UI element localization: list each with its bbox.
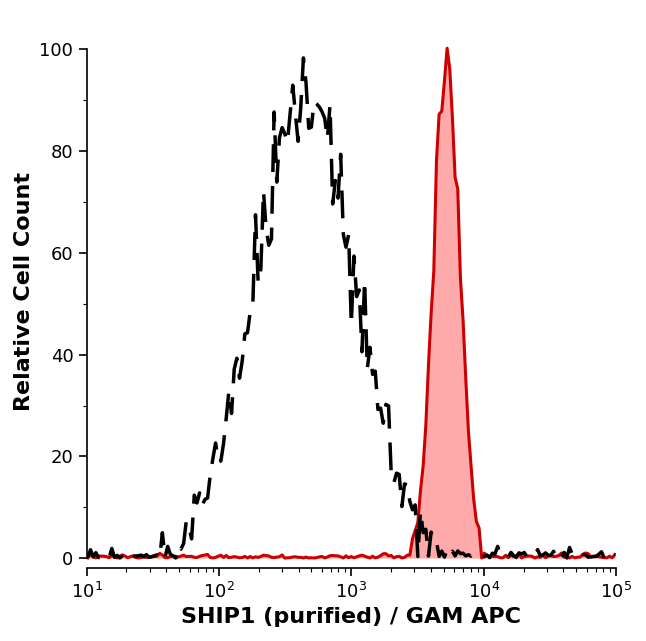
X-axis label: SHIP1 (purified) / GAM APC: SHIP1 (purified) / GAM APC [182, 607, 521, 627]
Y-axis label: Relative Cell Count: Relative Cell Count [14, 172, 34, 411]
